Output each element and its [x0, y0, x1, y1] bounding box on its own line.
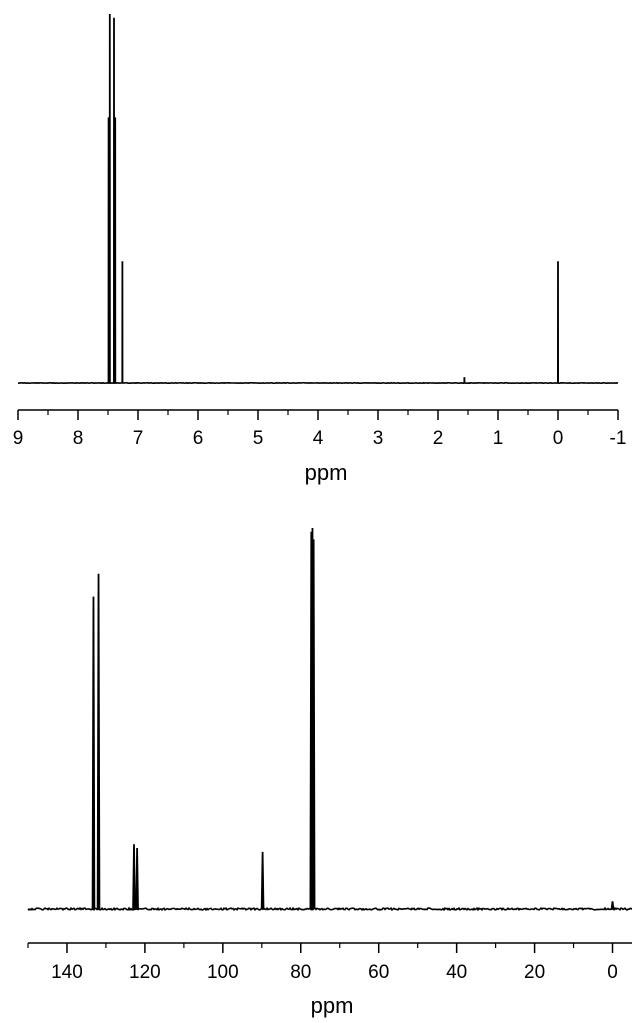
spectrum-peak	[311, 539, 316, 910]
x-tick-label: 120	[129, 962, 161, 983]
spectrum-peak	[135, 848, 139, 910]
x-tick-label: 8	[73, 428, 84, 449]
x-tick-label: 6	[193, 428, 204, 449]
x-tick-label: 40	[446, 962, 467, 983]
x-tick-label: 2	[433, 428, 444, 449]
x-axis-label: ppm	[305, 460, 348, 485]
spectrum-peak	[96, 573, 101, 910]
spectrum-peak	[132, 844, 136, 910]
x-tick-label: 7	[133, 428, 144, 449]
x-tick-label: 3	[373, 428, 384, 449]
x-tick-label: 60	[368, 962, 389, 983]
x-tick-label: 140	[51, 962, 83, 983]
x-tick-label: 5	[253, 428, 264, 449]
x-tick-label: 4	[313, 428, 324, 449]
spectrum-peak	[91, 596, 96, 910]
spectrum-baseline	[27, 906, 632, 912]
x-tick-label: 0	[607, 962, 618, 983]
spectrum-peak	[610, 901, 615, 910]
spectrum-baseline	[17, 381, 619, 385]
x-tick-label: 1	[493, 428, 504, 449]
x-axis-label: ppm	[311, 993, 354, 1018]
proton-nmr-spectrum-panel: 9 8 7 6 5 4 3 2 1 0 -1 ppm	[13, 13, 627, 485]
x-tick-label: 80	[290, 962, 311, 983]
x-tick-label: -1	[610, 428, 627, 449]
x-tick-label: 0	[553, 428, 564, 449]
x-tick-label: 100	[207, 962, 239, 983]
x-tick-label: 20	[524, 962, 545, 983]
spectrum-peak	[260, 851, 265, 910]
carbon-nmr-spectrum-panel: 140 120 100 80 60 40 20 0 ppm	[27, 527, 632, 1018]
x-tick-label: 9	[13, 428, 24, 449]
